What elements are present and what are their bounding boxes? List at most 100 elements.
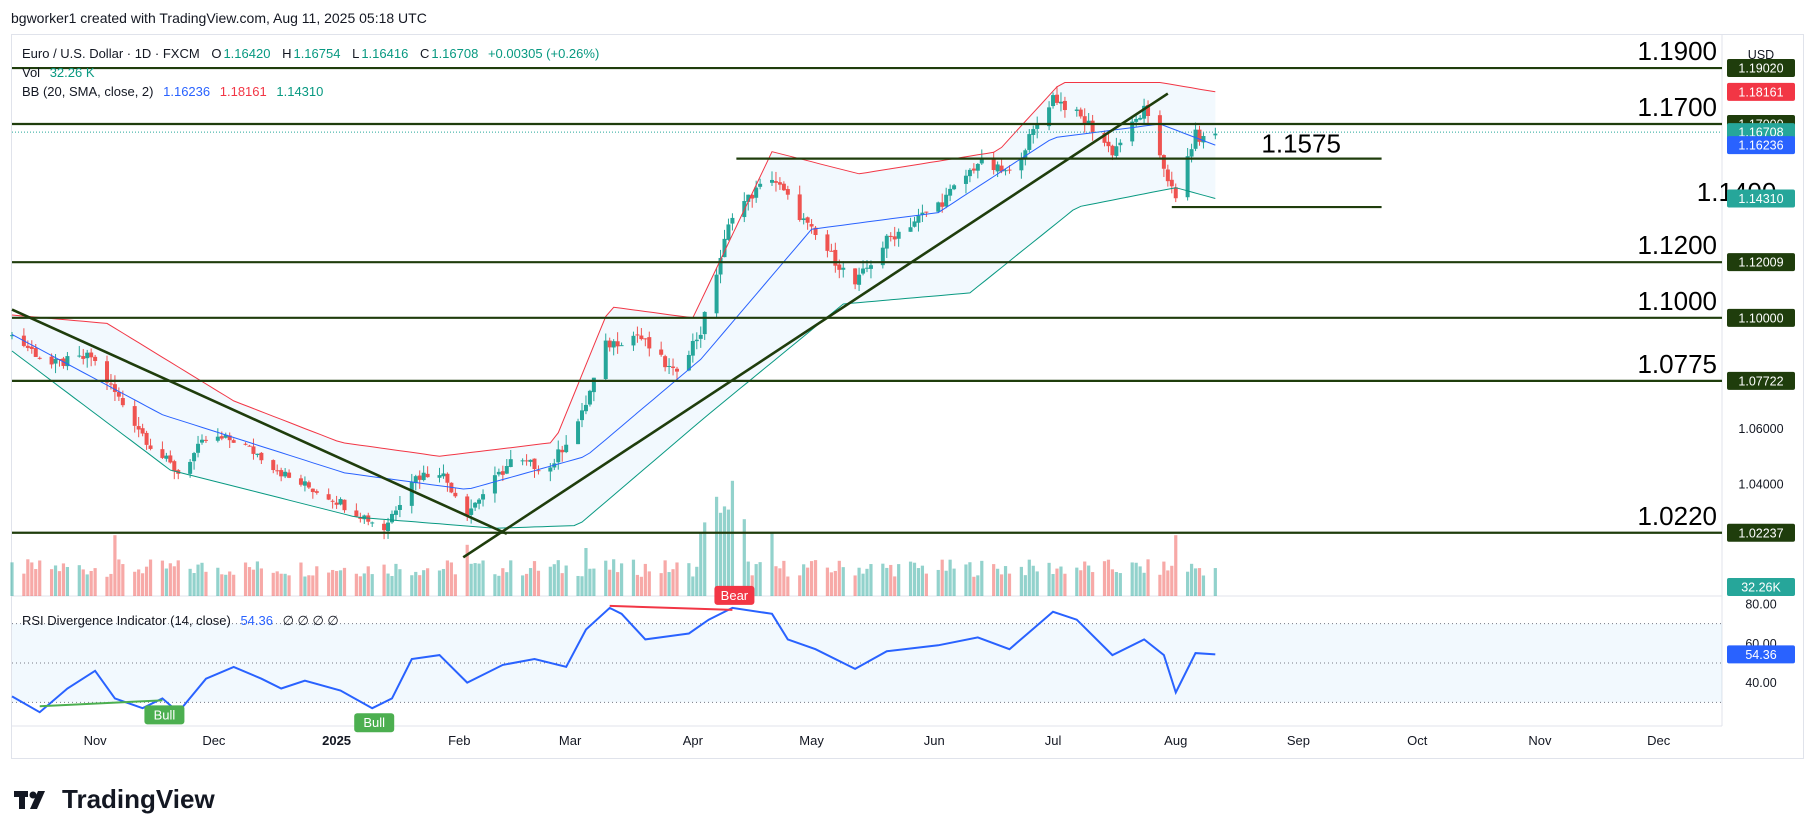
volume-bar [469, 563, 473, 596]
candle-body [29, 346, 34, 349]
volume-bar [524, 573, 529, 596]
candle-body [686, 354, 691, 371]
volume-bar [631, 559, 636, 596]
volume-bar [608, 569, 612, 596]
volume-bar [699, 532, 703, 596]
candle-body [936, 202, 941, 212]
candle-body [1114, 146, 1119, 156]
volume-bar [754, 564, 758, 596]
volume-bar [259, 568, 263, 596]
candle-body [500, 471, 505, 475]
volume-bar [992, 564, 996, 596]
time-axis-label: Nov [1528, 733, 1552, 748]
volume-bar [200, 562, 204, 596]
candle-body [441, 473, 446, 477]
candle-body [1169, 179, 1174, 187]
volume-bar [437, 570, 442, 596]
candle-body [639, 335, 644, 340]
candle-body [591, 377, 596, 393]
candle-body [1185, 156, 1190, 198]
candle-body [1078, 109, 1083, 117]
candle-body [560, 449, 565, 453]
high-value: 1.16754 [293, 46, 341, 61]
volume-bar [366, 566, 370, 596]
volume-bar [1031, 565, 1035, 596]
volume-bar [671, 569, 675, 596]
symbol-label[interactable]: Euro / U.S. Dollar · 1D · FXCM [22, 46, 200, 61]
bb-upper-line [11, 82, 1216, 457]
candle-body [469, 508, 474, 515]
chart-caption: bgworker1 created with TradingView.com, … [11, 10, 427, 26]
candle-body [829, 250, 834, 252]
price-badge [1727, 82, 1795, 101]
open-label: O [211, 46, 222, 61]
candle-body [1110, 145, 1115, 156]
candle-body [718, 257, 723, 275]
volume-bar [825, 567, 830, 596]
volume-bar [133, 571, 137, 596]
volume-bar [164, 568, 168, 596]
candle-body [805, 217, 810, 223]
candle-body [370, 522, 375, 524]
candle-body [287, 472, 292, 478]
volume-label[interactable]: Vol [22, 65, 41, 80]
volume-bar [1118, 573, 1122, 596]
candle-body [837, 264, 842, 270]
close-label: C [419, 46, 430, 61]
candle-body [247, 445, 252, 447]
volume-bar [1174, 535, 1178, 596]
candle-body [1027, 134, 1032, 150]
rsi-signal-label: Bull [154, 707, 176, 722]
volume-bar [247, 567, 252, 596]
candle-body [1173, 187, 1178, 199]
close-value: 1.16708 [431, 46, 479, 61]
candle-body [10, 335, 14, 337]
volume-bar [275, 571, 279, 596]
candle-body [259, 452, 264, 461]
volume-bar [394, 563, 398, 596]
price-axis-tick: 1.06000 [1738, 422, 1783, 436]
bb-label[interactable]: BB (20, SMA, close, 2) [22, 84, 154, 99]
trendline [11, 308, 508, 535]
candle-body [298, 478, 303, 485]
candle-body [223, 434, 228, 438]
candle-body [409, 481, 414, 506]
volume-bar [441, 568, 446, 596]
candle-body [619, 345, 624, 347]
volume-bar [695, 566, 699, 596]
trading-chart[interactable]: 1.19001.190201.17001.170001.15751.14001.… [0, 0, 1814, 770]
candle-body [425, 473, 430, 478]
rsi-label[interactable]: RSI Divergence Indicator (14, close) [22, 613, 231, 628]
volume-bar [271, 572, 275, 596]
candle-body [698, 334, 703, 339]
chart-frame [11, 34, 1804, 759]
candle-body [116, 391, 121, 397]
candle-body [1118, 142, 1123, 146]
volume-bar [1087, 565, 1091, 596]
volume-bar [1193, 568, 1198, 596]
volume-bar [204, 571, 208, 596]
candle-body [390, 513, 394, 523]
candle-body [868, 265, 873, 269]
volume-bar [137, 569, 141, 596]
candle-body [1023, 150, 1028, 160]
rsi-line [11, 606, 1216, 714]
volume-bar [604, 560, 608, 596]
candle-body [1146, 104, 1151, 116]
tradingview-brand[interactable]: TradingView [14, 784, 215, 815]
candle-body [979, 158, 984, 164]
volume-bar [473, 563, 477, 596]
level-label: 1.1900 [1637, 36, 1717, 66]
candle-body [108, 383, 113, 385]
candle-body [1142, 105, 1147, 119]
level-price-badge [1727, 523, 1795, 542]
volume-bar [279, 573, 283, 596]
candle-body [89, 352, 94, 358]
level-price-badge [1727, 371, 1795, 390]
candle-body [1035, 124, 1040, 129]
volume-bar [85, 574, 89, 596]
rsi-placeholders: ∅ ∅ ∅ ∅ [282, 613, 339, 628]
candle-body [172, 461, 177, 472]
volume-bar [331, 569, 335, 596]
volume-bar [1059, 566, 1063, 596]
